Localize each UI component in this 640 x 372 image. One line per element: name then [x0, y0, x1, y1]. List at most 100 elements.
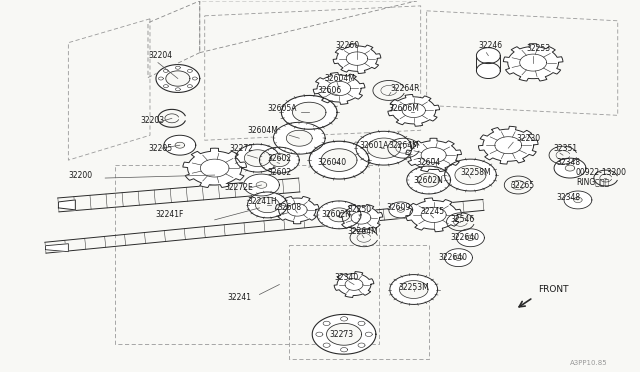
- Text: FRONT: FRONT: [538, 285, 568, 295]
- Polygon shape: [188, 84, 192, 88]
- Polygon shape: [269, 154, 289, 167]
- Polygon shape: [390, 275, 438, 304]
- Text: 32250: 32250: [347, 205, 371, 214]
- Polygon shape: [365, 332, 372, 337]
- Polygon shape: [328, 208, 350, 222]
- Polygon shape: [317, 201, 361, 229]
- Polygon shape: [282, 96, 337, 129]
- Polygon shape: [402, 103, 426, 118]
- Polygon shape: [495, 137, 522, 154]
- Text: 32246: 32246: [479, 41, 502, 50]
- Polygon shape: [388, 94, 440, 126]
- Text: 32264R: 32264R: [391, 84, 420, 93]
- Text: 32601A: 32601A: [359, 141, 388, 150]
- Polygon shape: [292, 102, 326, 122]
- Polygon shape: [159, 77, 163, 80]
- Polygon shape: [503, 44, 563, 81]
- Text: 32606M: 32606M: [389, 104, 420, 113]
- Text: 32604M: 32604M: [248, 126, 278, 135]
- Polygon shape: [175, 88, 180, 91]
- Text: 326040: 326040: [317, 158, 346, 167]
- Text: 32604M: 32604M: [324, 74, 355, 83]
- Polygon shape: [367, 138, 401, 158]
- Polygon shape: [345, 279, 363, 291]
- Polygon shape: [554, 158, 586, 178]
- Polygon shape: [418, 173, 440, 187]
- Polygon shape: [467, 235, 475, 240]
- Polygon shape: [334, 272, 374, 298]
- Text: 32605A: 32605A: [268, 104, 297, 113]
- Polygon shape: [407, 166, 451, 194]
- Polygon shape: [333, 44, 381, 74]
- Text: 32273: 32273: [329, 330, 353, 339]
- Polygon shape: [259, 147, 300, 173]
- Text: 32230: 32230: [516, 134, 540, 143]
- Polygon shape: [397, 208, 404, 212]
- Text: 32264M: 32264M: [389, 141, 420, 150]
- Polygon shape: [244, 150, 271, 167]
- Polygon shape: [406, 138, 461, 171]
- Text: 32203: 32203: [140, 116, 164, 125]
- Text: 00922-13200: 00922-13200: [576, 167, 627, 177]
- Polygon shape: [326, 323, 362, 345]
- Polygon shape: [163, 84, 168, 88]
- Polygon shape: [164, 135, 196, 155]
- Polygon shape: [520, 54, 547, 71]
- Polygon shape: [346, 52, 368, 65]
- Polygon shape: [193, 77, 197, 80]
- Polygon shape: [313, 73, 365, 105]
- Polygon shape: [476, 48, 500, 64]
- Text: RINGリング: RINGリング: [576, 177, 609, 186]
- Polygon shape: [421, 207, 446, 222]
- Polygon shape: [323, 343, 330, 347]
- Text: 32351: 32351: [553, 144, 577, 153]
- Text: 32272: 32272: [230, 144, 253, 153]
- Polygon shape: [399, 280, 428, 298]
- Polygon shape: [188, 69, 192, 73]
- Text: 32609: 32609: [387, 203, 411, 212]
- Polygon shape: [58, 200, 76, 210]
- Text: 32348: 32348: [556, 193, 580, 202]
- Polygon shape: [166, 71, 190, 86]
- Polygon shape: [456, 229, 484, 247]
- Polygon shape: [244, 174, 280, 196]
- Polygon shape: [328, 81, 351, 96]
- Polygon shape: [256, 182, 267, 188]
- Text: 322640: 322640: [438, 253, 468, 262]
- Text: 32253: 32253: [526, 44, 550, 53]
- Text: 32602N: 32602N: [413, 176, 444, 185]
- Text: 32258M: 32258M: [461, 167, 491, 177]
- Polygon shape: [45, 244, 68, 252]
- Text: 32602N: 32602N: [321, 210, 351, 219]
- Polygon shape: [156, 65, 200, 93]
- Polygon shape: [476, 62, 500, 78]
- Polygon shape: [200, 159, 229, 177]
- Polygon shape: [406, 198, 461, 232]
- Polygon shape: [312, 314, 376, 354]
- Polygon shape: [564, 191, 592, 209]
- Text: 32264M: 32264M: [347, 227, 378, 236]
- Text: 32205: 32205: [148, 144, 172, 153]
- Polygon shape: [287, 203, 307, 216]
- Polygon shape: [339, 204, 383, 232]
- Polygon shape: [421, 148, 446, 163]
- Text: 32241F: 32241F: [155, 210, 183, 219]
- Polygon shape: [455, 166, 486, 185]
- Polygon shape: [445, 159, 497, 191]
- Polygon shape: [286, 130, 312, 146]
- Polygon shape: [454, 255, 463, 260]
- Text: 32253M: 32253M: [399, 283, 429, 292]
- Text: 32265: 32265: [510, 180, 534, 189]
- Text: 32546: 32546: [451, 215, 475, 224]
- Text: 322640: 322640: [451, 233, 479, 242]
- Text: 32204: 32204: [148, 51, 172, 60]
- Text: 32272E: 32272E: [225, 183, 253, 192]
- Text: 32241: 32241: [228, 293, 252, 302]
- Text: 32348: 32348: [556, 158, 580, 167]
- Text: 32245: 32245: [420, 207, 445, 217]
- Polygon shape: [356, 131, 412, 165]
- Polygon shape: [316, 332, 323, 337]
- Text: 32602: 32602: [268, 154, 292, 163]
- Text: 32241H: 32241H: [248, 198, 277, 206]
- Text: 32200: 32200: [68, 170, 93, 180]
